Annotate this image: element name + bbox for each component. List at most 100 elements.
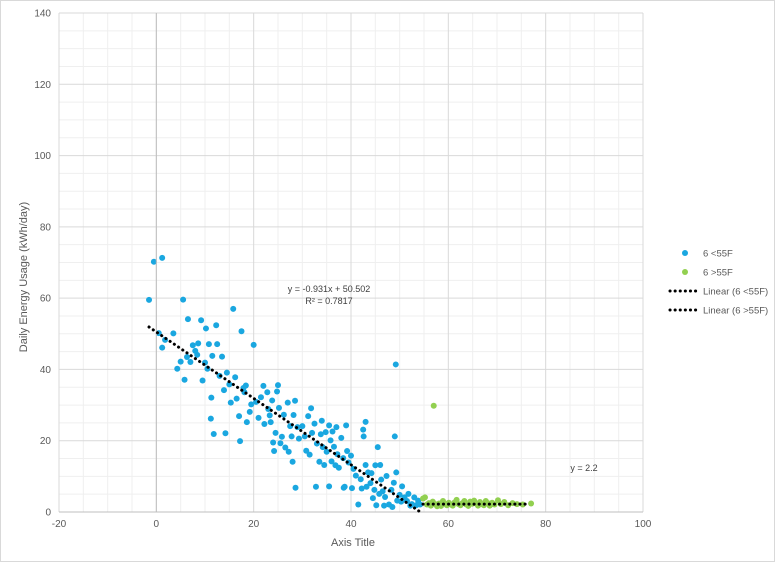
data-point <box>292 484 299 491</box>
data-point <box>371 486 378 493</box>
data-point <box>289 458 296 465</box>
data-point <box>311 420 318 427</box>
data-point <box>250 341 257 348</box>
data-point <box>269 397 276 404</box>
data-point <box>180 296 187 303</box>
legend-item: Linear (6 <55F) <box>668 287 768 298</box>
data-point <box>343 422 350 429</box>
trendline-equation-above-55f: y = 2.2 <box>570 463 597 473</box>
data-point <box>270 439 277 446</box>
data-point <box>317 431 324 438</box>
data-point <box>318 417 325 424</box>
data-point <box>323 448 330 455</box>
data-point <box>264 389 271 396</box>
data-point <box>202 325 209 332</box>
data-point <box>338 434 345 441</box>
data-point <box>280 411 287 418</box>
data-point <box>321 461 328 468</box>
trendline-r2-below-55f: R² = 0.7817 <box>305 296 352 306</box>
data-point <box>357 476 364 483</box>
y-axis-title: Daily Energy Usage (kWh/day) <box>18 202 30 352</box>
data-point <box>360 433 367 440</box>
data-point <box>369 495 376 502</box>
data-point <box>177 358 184 365</box>
data-point <box>189 342 196 349</box>
data-point <box>326 422 333 429</box>
data-point <box>275 404 282 411</box>
data-point <box>260 382 267 389</box>
data-point <box>362 461 369 468</box>
data-point <box>305 413 312 420</box>
x-tick-label: 100 <box>635 519 652 530</box>
data-point <box>230 305 237 312</box>
data-point <box>348 485 355 492</box>
data-point <box>233 395 240 402</box>
data-point <box>301 433 308 440</box>
data-point <box>405 490 412 497</box>
legend: 6 <55F 6 >55F Linear (6 <55F) Linear (6 >55… <box>668 249 768 317</box>
data-point <box>181 376 188 383</box>
data-point <box>330 443 337 450</box>
data-point <box>348 452 354 459</box>
data-point <box>358 485 365 492</box>
data-point <box>272 429 279 436</box>
data-point <box>322 429 329 436</box>
data-point <box>271 448 278 455</box>
data-point <box>207 415 214 422</box>
data-point <box>329 428 336 435</box>
data-point <box>146 296 153 303</box>
data-point <box>355 501 362 508</box>
data-point <box>205 341 212 348</box>
x-tick-label: 80 <box>540 519 552 530</box>
legend-label: Linear (6 >55F) <box>703 306 768 317</box>
legend-label: Linear (6 <55F) <box>703 287 768 298</box>
data-point <box>303 447 310 454</box>
data-point <box>227 399 234 406</box>
data-point <box>382 494 389 501</box>
data-point <box>309 429 316 436</box>
series-above-55f <box>420 402 535 510</box>
x-tick-label: 60 <box>443 519 455 530</box>
data-point <box>513 501 520 508</box>
data-point <box>209 352 216 359</box>
data-point <box>222 430 229 437</box>
legend-item: 6 <55F <box>682 249 733 260</box>
trendline-equation-below-55f: y = -0.931x + 50.502 <box>288 284 371 294</box>
data-point <box>226 381 233 388</box>
data-point <box>295 435 302 442</box>
data-point <box>335 464 342 471</box>
data-point <box>352 472 359 479</box>
data-point <box>187 358 194 365</box>
data-point <box>417 501 424 508</box>
data-point <box>528 500 535 507</box>
data-point <box>290 412 297 419</box>
legend-label: 6 <55F <box>703 249 733 260</box>
trendline-below-55f <box>147 325 422 514</box>
data-point <box>399 483 406 490</box>
data-point <box>220 387 227 394</box>
data-point <box>392 361 399 368</box>
data-point <box>236 413 243 420</box>
data-point <box>170 330 177 337</box>
data-point <box>421 494 428 501</box>
data-point <box>261 420 268 427</box>
x-tick-label: 20 <box>248 519 260 530</box>
x-axis-title: Axis Title <box>331 537 375 549</box>
data-point <box>266 412 273 419</box>
data-point <box>368 470 375 477</box>
data-point <box>373 502 380 509</box>
data-point <box>316 458 323 465</box>
legend-marker <box>682 250 688 256</box>
x-tick-label: 40 <box>345 519 357 530</box>
data-point <box>381 502 388 509</box>
data-point <box>344 448 351 455</box>
data-point <box>308 405 315 412</box>
data-point <box>243 419 250 426</box>
data-point <box>328 458 335 465</box>
data-point <box>326 483 333 490</box>
y-tick-label: 80 <box>40 222 52 233</box>
data-point <box>210 430 217 437</box>
data-point <box>255 414 262 421</box>
